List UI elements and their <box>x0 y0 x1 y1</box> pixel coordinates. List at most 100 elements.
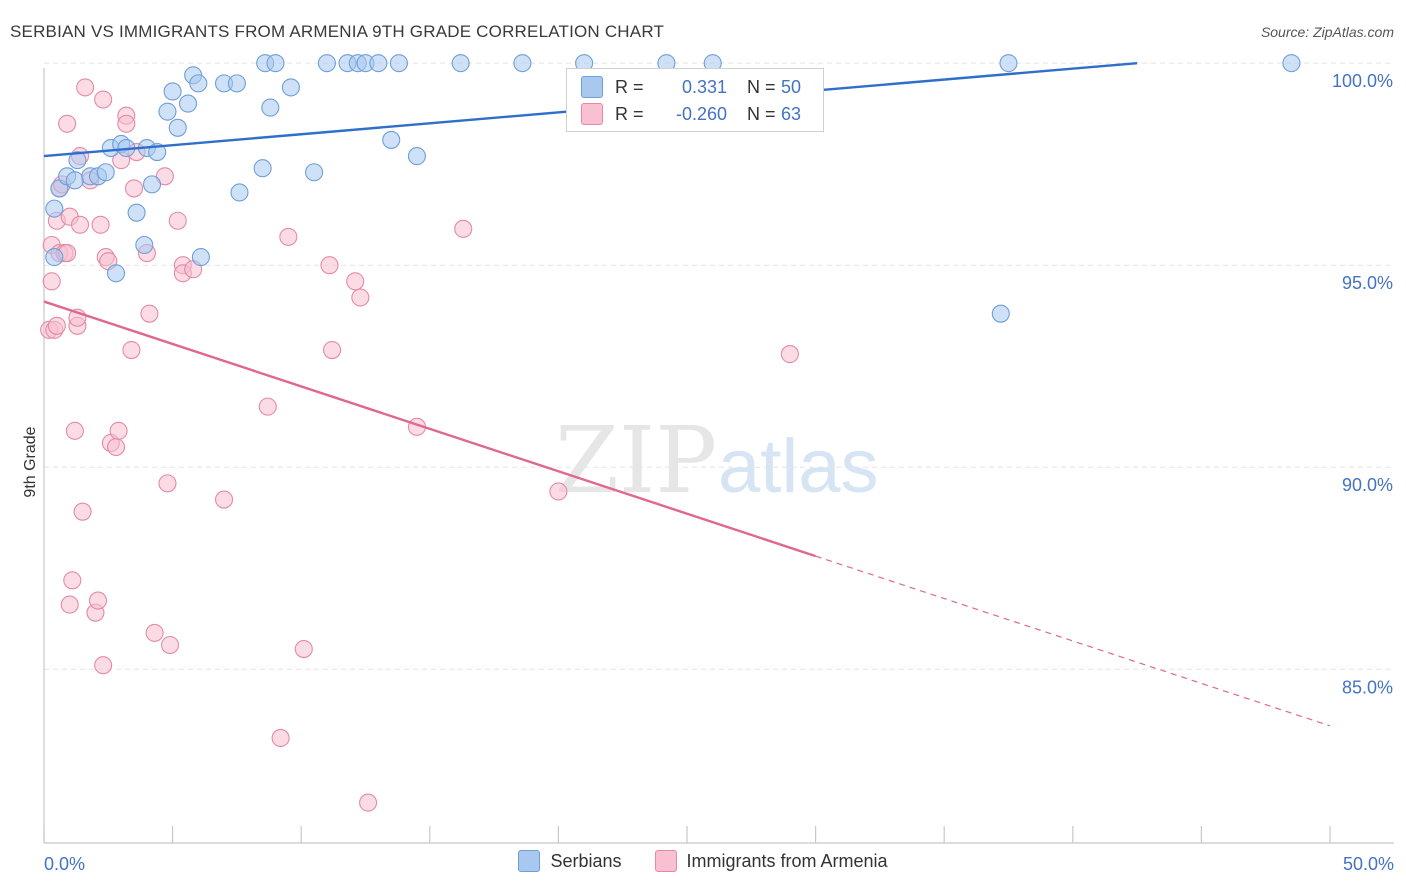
grid-lines <box>44 62 1394 670</box>
serbians-point <box>142 175 162 194</box>
legend-item-serbians[interactable]: Serbians <box>518 850 621 872</box>
serbians-point <box>68 151 87 170</box>
legend-swatch-serbians <box>518 850 541 872</box>
stats-swatch-serbians <box>581 76 603 98</box>
r-label: R = <box>615 103 644 124</box>
armenia-point <box>65 421 84 440</box>
n-value: 63 <box>781 103 802 124</box>
series-serbians-points <box>45 54 1301 323</box>
chart-title: SERBIAN VS IMMIGRANTS FROM ARMENIA 9TH G… <box>10 22 665 41</box>
legend-label-serbians: Serbians <box>550 850 622 871</box>
serbians-point <box>407 147 426 166</box>
armenia-point <box>351 288 370 307</box>
r-value: 0.331 <box>681 76 727 97</box>
serbians-point <box>45 199 64 218</box>
armenia-point <box>780 345 799 364</box>
armenia-point <box>73 502 92 521</box>
armenia-point <box>214 490 234 509</box>
serbians-point <box>451 54 470 73</box>
r-label: R = <box>615 76 644 97</box>
watermark-atlas: atlas <box>718 424 879 509</box>
serbians-point <box>227 74 246 93</box>
armenia-point <box>549 482 568 501</box>
armenia-point <box>160 635 180 655</box>
serbians-point <box>168 118 187 137</box>
armenia-point <box>117 114 136 133</box>
armenia-point <box>279 227 298 246</box>
serbians-point <box>281 78 300 97</box>
armenia-point <box>42 272 61 291</box>
source-label: Source: ZipAtlas.com <box>1260 24 1394 40</box>
n-value: 50 <box>781 76 802 97</box>
armenia-trend-line <box>43 300 816 558</box>
serbians-point <box>65 171 84 190</box>
armenia-point <box>88 591 108 610</box>
serbians-point <box>163 82 182 101</box>
serbians-point <box>253 159 272 178</box>
armenia-point <box>76 78 95 97</box>
serbians-point <box>191 248 210 267</box>
armenia-point <box>63 571 82 590</box>
armenia-point <box>258 397 277 416</box>
armenia-point <box>155 167 174 186</box>
r-value: -0.260 <box>675 103 727 124</box>
serbians-point <box>45 248 64 267</box>
stats-row-armenia: R = -0.260 N = 63 <box>581 102 801 126</box>
serbians-point <box>158 102 177 121</box>
armenia-point <box>124 179 144 198</box>
serbians-point <box>1282 54 1301 73</box>
armenia-point <box>91 215 110 234</box>
serbians-point <box>135 235 154 255</box>
armenia-point <box>271 728 290 747</box>
serbians-point <box>369 54 388 73</box>
armenia-trend-extension <box>815 555 1331 727</box>
serbians-point <box>389 54 408 73</box>
armenia-point <box>323 340 342 360</box>
watermark: ZIP atlas <box>555 407 879 514</box>
armenia-point <box>346 272 365 291</box>
x-tick-label: 0.0% <box>44 854 85 874</box>
armenia-point <box>106 437 126 457</box>
legend: Serbians Immigrants from Armenia <box>0 850 1406 877</box>
armenia-point <box>359 793 378 812</box>
stats-row-serbians: R = 0.331 N = 50 <box>581 75 801 99</box>
trend-lines <box>43 61 1331 727</box>
armenia-point <box>145 623 164 642</box>
serbians-point <box>106 264 126 283</box>
axes <box>43 68 1394 844</box>
serbians-point <box>513 54 532 73</box>
stats-swatch-armenia <box>581 103 603 125</box>
serbians-point <box>96 163 115 182</box>
serbians-point <box>317 54 336 73</box>
serbians-point <box>189 74 208 93</box>
legend-label-armenia: Immigrants from Armenia <box>686 850 888 871</box>
armenia-point <box>94 90 113 109</box>
serbians-point <box>178 94 198 113</box>
stats-box: R = 0.331 N = 50 R = -0.260 N = 63 <box>566 68 824 132</box>
x-tick-label: 50.0% <box>1343 854 1394 874</box>
armenia-point <box>109 421 128 440</box>
y-tick-label: 100.0% <box>1332 71 1393 91</box>
armenia-point <box>58 114 77 133</box>
serbians-point <box>266 54 285 73</box>
y-tick-label: 85.0% <box>1342 677 1393 697</box>
serbians-point <box>305 163 324 182</box>
serbians-point <box>382 130 401 149</box>
armenia-point <box>60 595 79 614</box>
y-tick-label: 90.0% <box>1342 475 1393 495</box>
tick-labels: 85.0% 90.0% 95.0% 100.0% 0.0% 50.0% <box>44 71 1394 874</box>
armenia-point <box>320 256 339 275</box>
y-tick-label: 95.0% <box>1342 273 1393 293</box>
legend-item-armenia[interactable]: Immigrants from Armenia <box>654 850 888 872</box>
armenia-point <box>168 211 187 230</box>
armenia-point <box>70 215 90 234</box>
armenia-point <box>158 474 177 493</box>
serbians-point <box>999 54 1018 73</box>
armenia-point <box>47 316 66 335</box>
y-axis-label: 9th Grade <box>22 426 39 497</box>
n-label: N = <box>747 76 776 97</box>
serbians-point <box>991 304 1010 323</box>
armenia-point <box>122 340 141 360</box>
serbians-point <box>261 98 280 117</box>
